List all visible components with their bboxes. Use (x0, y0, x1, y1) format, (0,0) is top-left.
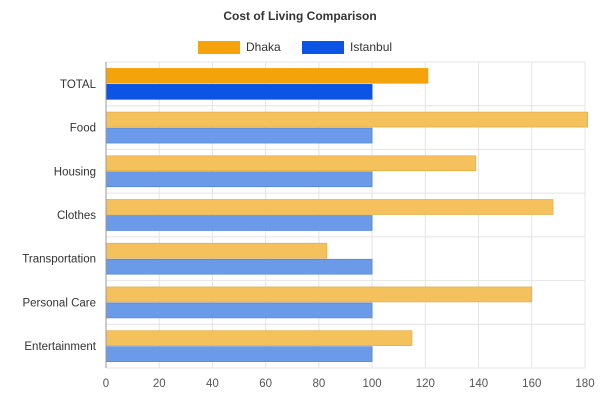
category-label-food: Food (70, 123, 96, 135)
x-tick-label-160: 160 (522, 378, 541, 390)
category-label-housing: Housing (54, 166, 96, 178)
category-label-entertainment: Entertainment (24, 341, 96, 353)
grid (105, 61, 586, 369)
legend-label-istanbul: Istanbul (350, 40, 392, 54)
x-tick-label-180: 180 (575, 378, 594, 390)
category-label-transportation: Transportation (22, 254, 96, 266)
bar-istanbul-clothes[interactable] (105, 215, 373, 231)
bar-istanbul-housing[interactable] (105, 171, 373, 188)
bar-dhaka-total[interactable] (105, 68, 429, 84)
bar-dhaka-food[interactable] (105, 111, 588, 128)
legend-item-dhaka[interactable]: Dhaka (198, 40, 281, 54)
category-label-total: TOTAL (60, 79, 97, 91)
x-axis-ticks: 0 20 40 60 80 100 120 140 160 180 (103, 378, 595, 390)
chart-title: Cost of Living Comparison (223, 9, 376, 23)
bar-istanbul-food[interactable] (105, 127, 373, 144)
x-tick-label-20: 20 (153, 378, 166, 390)
x-tick-label-100: 100 (363, 378, 382, 390)
category-label-personal-care: Personal Care (22, 297, 96, 309)
x-tick-label-140: 140 (469, 378, 488, 390)
bar-dhaka-clothes[interactable] (105, 199, 554, 215)
legend-item-istanbul[interactable]: Istanbul (302, 40, 392, 54)
bar-dhaka-personal-care[interactable] (105, 286, 533, 303)
x-tick-label-40: 40 (206, 378, 219, 390)
bars (105, 68, 588, 362)
legend[interactable]: Dhaka Istanbul (198, 40, 392, 54)
bar-istanbul-entertainment[interactable] (105, 346, 373, 362)
category-label-clothes: Clothes (57, 210, 96, 222)
legend-label-dhaka: Dhaka (246, 40, 281, 54)
bar-istanbul-personal-care[interactable] (105, 302, 373, 319)
bar-dhaka-entertainment[interactable] (105, 330, 413, 346)
legend-swatch-istanbul (302, 41, 344, 54)
bar-istanbul-total[interactable] (105, 84, 373, 100)
bar-dhaka-transportation[interactable] (105, 242, 328, 259)
x-tick-label-120: 120 (416, 378, 435, 390)
bar-dhaka-housing[interactable] (105, 155, 477, 172)
bar-istanbul-transportation[interactable] (105, 258, 373, 275)
x-tick-label-60: 60 (259, 378, 272, 390)
x-tick-label-0: 0 (103, 378, 109, 390)
category-labels: TOTAL Food Housing Clothes Transportation Per… (22, 79, 97, 353)
legend-swatch-dhaka (198, 41, 240, 54)
x-tick-label-80: 80 (312, 378, 325, 390)
